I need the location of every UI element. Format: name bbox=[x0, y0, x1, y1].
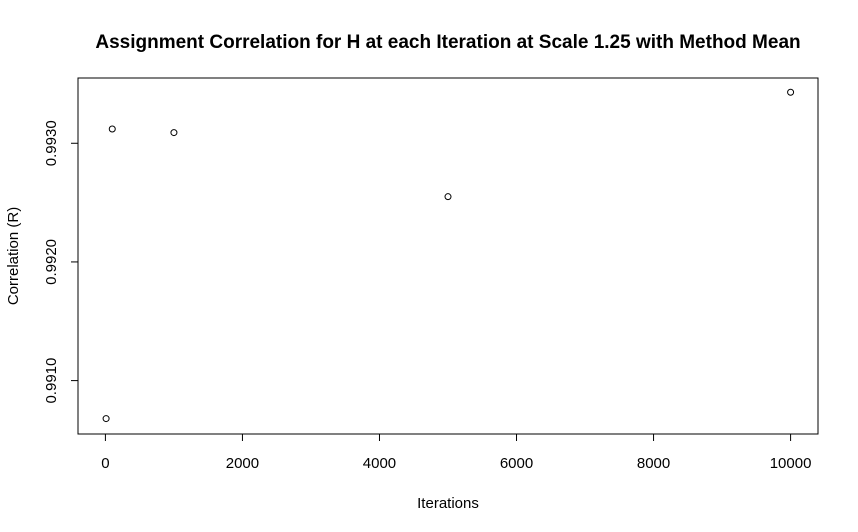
data-point bbox=[108, 125, 116, 133]
y-tick-label: 0.9930 bbox=[43, 120, 60, 166]
x-tick-label: 4000 bbox=[363, 455, 396, 472]
chart-title: Assignment Correlation for H at each Ite… bbox=[95, 32, 800, 53]
x-tick-label: 2000 bbox=[226, 455, 259, 472]
data-point bbox=[102, 415, 110, 423]
y-axis: 0.9910 0.9920 0.9930 bbox=[43, 120, 79, 404]
plot-area bbox=[77, 77, 819, 435]
data-point bbox=[787, 88, 795, 96]
data-points bbox=[102, 88, 795, 423]
x-tick-label: 10000 bbox=[770, 455, 812, 472]
y-tick-label: 0.9920 bbox=[43, 239, 60, 285]
x-axis-label: Iterations bbox=[417, 495, 479, 512]
x-axis: 0 2000 4000 6000 8000 10000 bbox=[101, 433, 812, 472]
data-point bbox=[444, 193, 452, 201]
x-tick-label: 6000 bbox=[500, 455, 533, 472]
y-tick-label: 0.9910 bbox=[43, 358, 60, 404]
data-point bbox=[170, 129, 178, 137]
y-axis-label: Correlation (R) bbox=[5, 207, 22, 305]
x-tick-label: 0 bbox=[101, 455, 109, 472]
x-tick-label: 8000 bbox=[637, 455, 670, 472]
